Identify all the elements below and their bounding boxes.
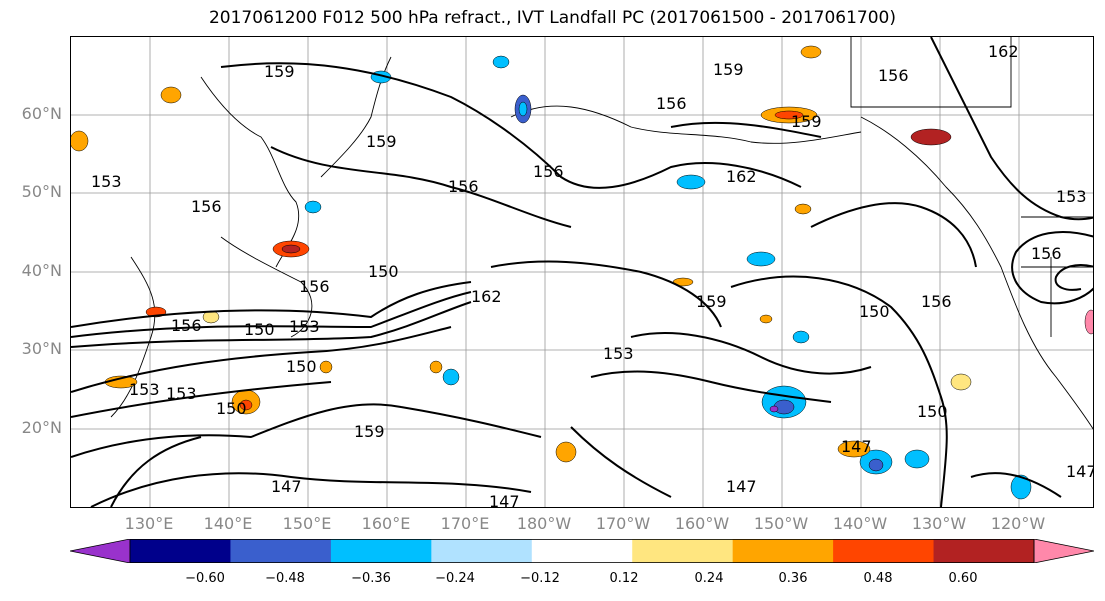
lon-label: 160°W <box>674 514 730 533</box>
contour-label: 159 <box>354 422 385 441</box>
colorbar-tick-label: −0.24 <box>435 571 475 586</box>
colorbar-tick-label: −0.48 <box>265 571 305 586</box>
contour-label: 156 <box>299 277 330 296</box>
graticule <box>71 37 1093 507</box>
colorbar-tick-label: 0.36 <box>778 571 808 586</box>
lon-label: 150°W <box>753 514 809 533</box>
colorbar-tick-label: −0.36 <box>351 571 391 586</box>
contour-label: 156 <box>878 66 909 85</box>
contour-label: 147 <box>1066 462 1094 481</box>
shaded-patches <box>71 45 1093 500</box>
colorbar-segment <box>431 539 533 563</box>
colorbar-segment <box>833 539 935 563</box>
contour-label: 156 <box>921 292 952 311</box>
lon-label: 120°W <box>990 514 1046 533</box>
colorbar-segment <box>330 539 432 563</box>
contour-label: 156 <box>191 197 222 216</box>
colorbar-tick-label: 0.60 <box>948 571 978 586</box>
contour-label: 159 <box>696 292 727 311</box>
colorbar-segment <box>933 539 1035 563</box>
colorbar-segment <box>732 539 834 563</box>
colorbar-extend-high <box>1033 539 1094 563</box>
contour-label: 156 <box>656 94 687 113</box>
contour-label: 162 <box>471 287 502 306</box>
contour-label: 147 <box>271 477 302 496</box>
contour-label: 159 <box>366 132 397 151</box>
contour-label: 156 <box>533 162 564 181</box>
contour-label: 153 <box>289 317 320 336</box>
colorbar-tick-label: −0.60 <box>185 571 225 586</box>
lon-label: 130°E <box>124 514 174 533</box>
lat-label: 40°N <box>21 261 62 280</box>
coastlines <box>110 37 1093 430</box>
lon-label: 180°W <box>516 514 572 533</box>
colorbar-segment <box>230 539 332 563</box>
contour-label: 147 <box>841 437 872 456</box>
colorbar-extend-low <box>70 539 131 563</box>
contour-label: 159 <box>791 112 822 131</box>
contour-label: 156 <box>448 177 479 196</box>
contour-label: 153 <box>603 344 634 363</box>
contour-label: 153 <box>1056 187 1087 206</box>
colorbar-segment <box>632 539 734 563</box>
colorbar-segments <box>70 539 1094 563</box>
colorbar-tick-label: 0.24 <box>694 571 724 586</box>
lon-label: 170°W <box>595 514 651 533</box>
colorbar <box>70 539 1094 563</box>
lat-label: 50°N <box>21 182 62 201</box>
contour-label: 153 <box>91 172 122 191</box>
lon-label: 170°E <box>440 514 490 533</box>
colorbar-tick-label: 0.12 <box>609 571 639 586</box>
colorbar-tick-label: 0.48 <box>863 571 893 586</box>
contour-label: 150 <box>244 320 275 339</box>
colorbar-segment <box>531 539 633 563</box>
contour-lines <box>71 37 1093 507</box>
lon-label: 140°W <box>832 514 888 533</box>
lon-label: 150°E <box>282 514 332 533</box>
lon-label: 160°E <box>361 514 411 533</box>
contour-label: 150 <box>859 302 890 321</box>
contour-label: 153 <box>166 384 197 403</box>
contour-label: 147 <box>726 477 757 496</box>
contour-label: 162 <box>988 42 1019 61</box>
contour-label: 153 <box>129 380 160 399</box>
colorbar-segment <box>130 539 231 563</box>
contour-label: 150 <box>216 399 247 418</box>
colorbar-frame <box>129 539 1035 563</box>
lon-label: 130°W <box>911 514 967 533</box>
map-panel: 159 159 156 162 156 156 159 159 156 156 … <box>70 36 1094 508</box>
lat-label: 30°N <box>21 339 62 358</box>
contour-label: 150 <box>368 262 399 281</box>
contour-label: 159 <box>713 60 744 79</box>
colorbar-tick-label: −0.12 <box>520 571 560 586</box>
contour-label: 147 <box>489 492 520 508</box>
contour-label: 159 <box>264 62 295 81</box>
lat-label: 20°N <box>21 418 62 437</box>
contour-label: 150 <box>917 402 948 421</box>
map-canvas: 159 159 156 162 156 156 159 159 156 156 … <box>71 37 1094 508</box>
contour-label: 162 <box>726 167 757 186</box>
contour-label: 156 <box>1031 244 1062 263</box>
lat-label: 60°N <box>21 104 62 123</box>
figure-title: 2017061200 F012 500 hPa refract., IVT La… <box>208 8 896 28</box>
contour-label: 150 <box>286 357 317 376</box>
lon-label: 140°E <box>203 514 253 533</box>
contour-label: 156 <box>171 316 202 335</box>
contour-labels: 159 159 156 162 156 156 159 159 156 156 … <box>91 42 1094 508</box>
